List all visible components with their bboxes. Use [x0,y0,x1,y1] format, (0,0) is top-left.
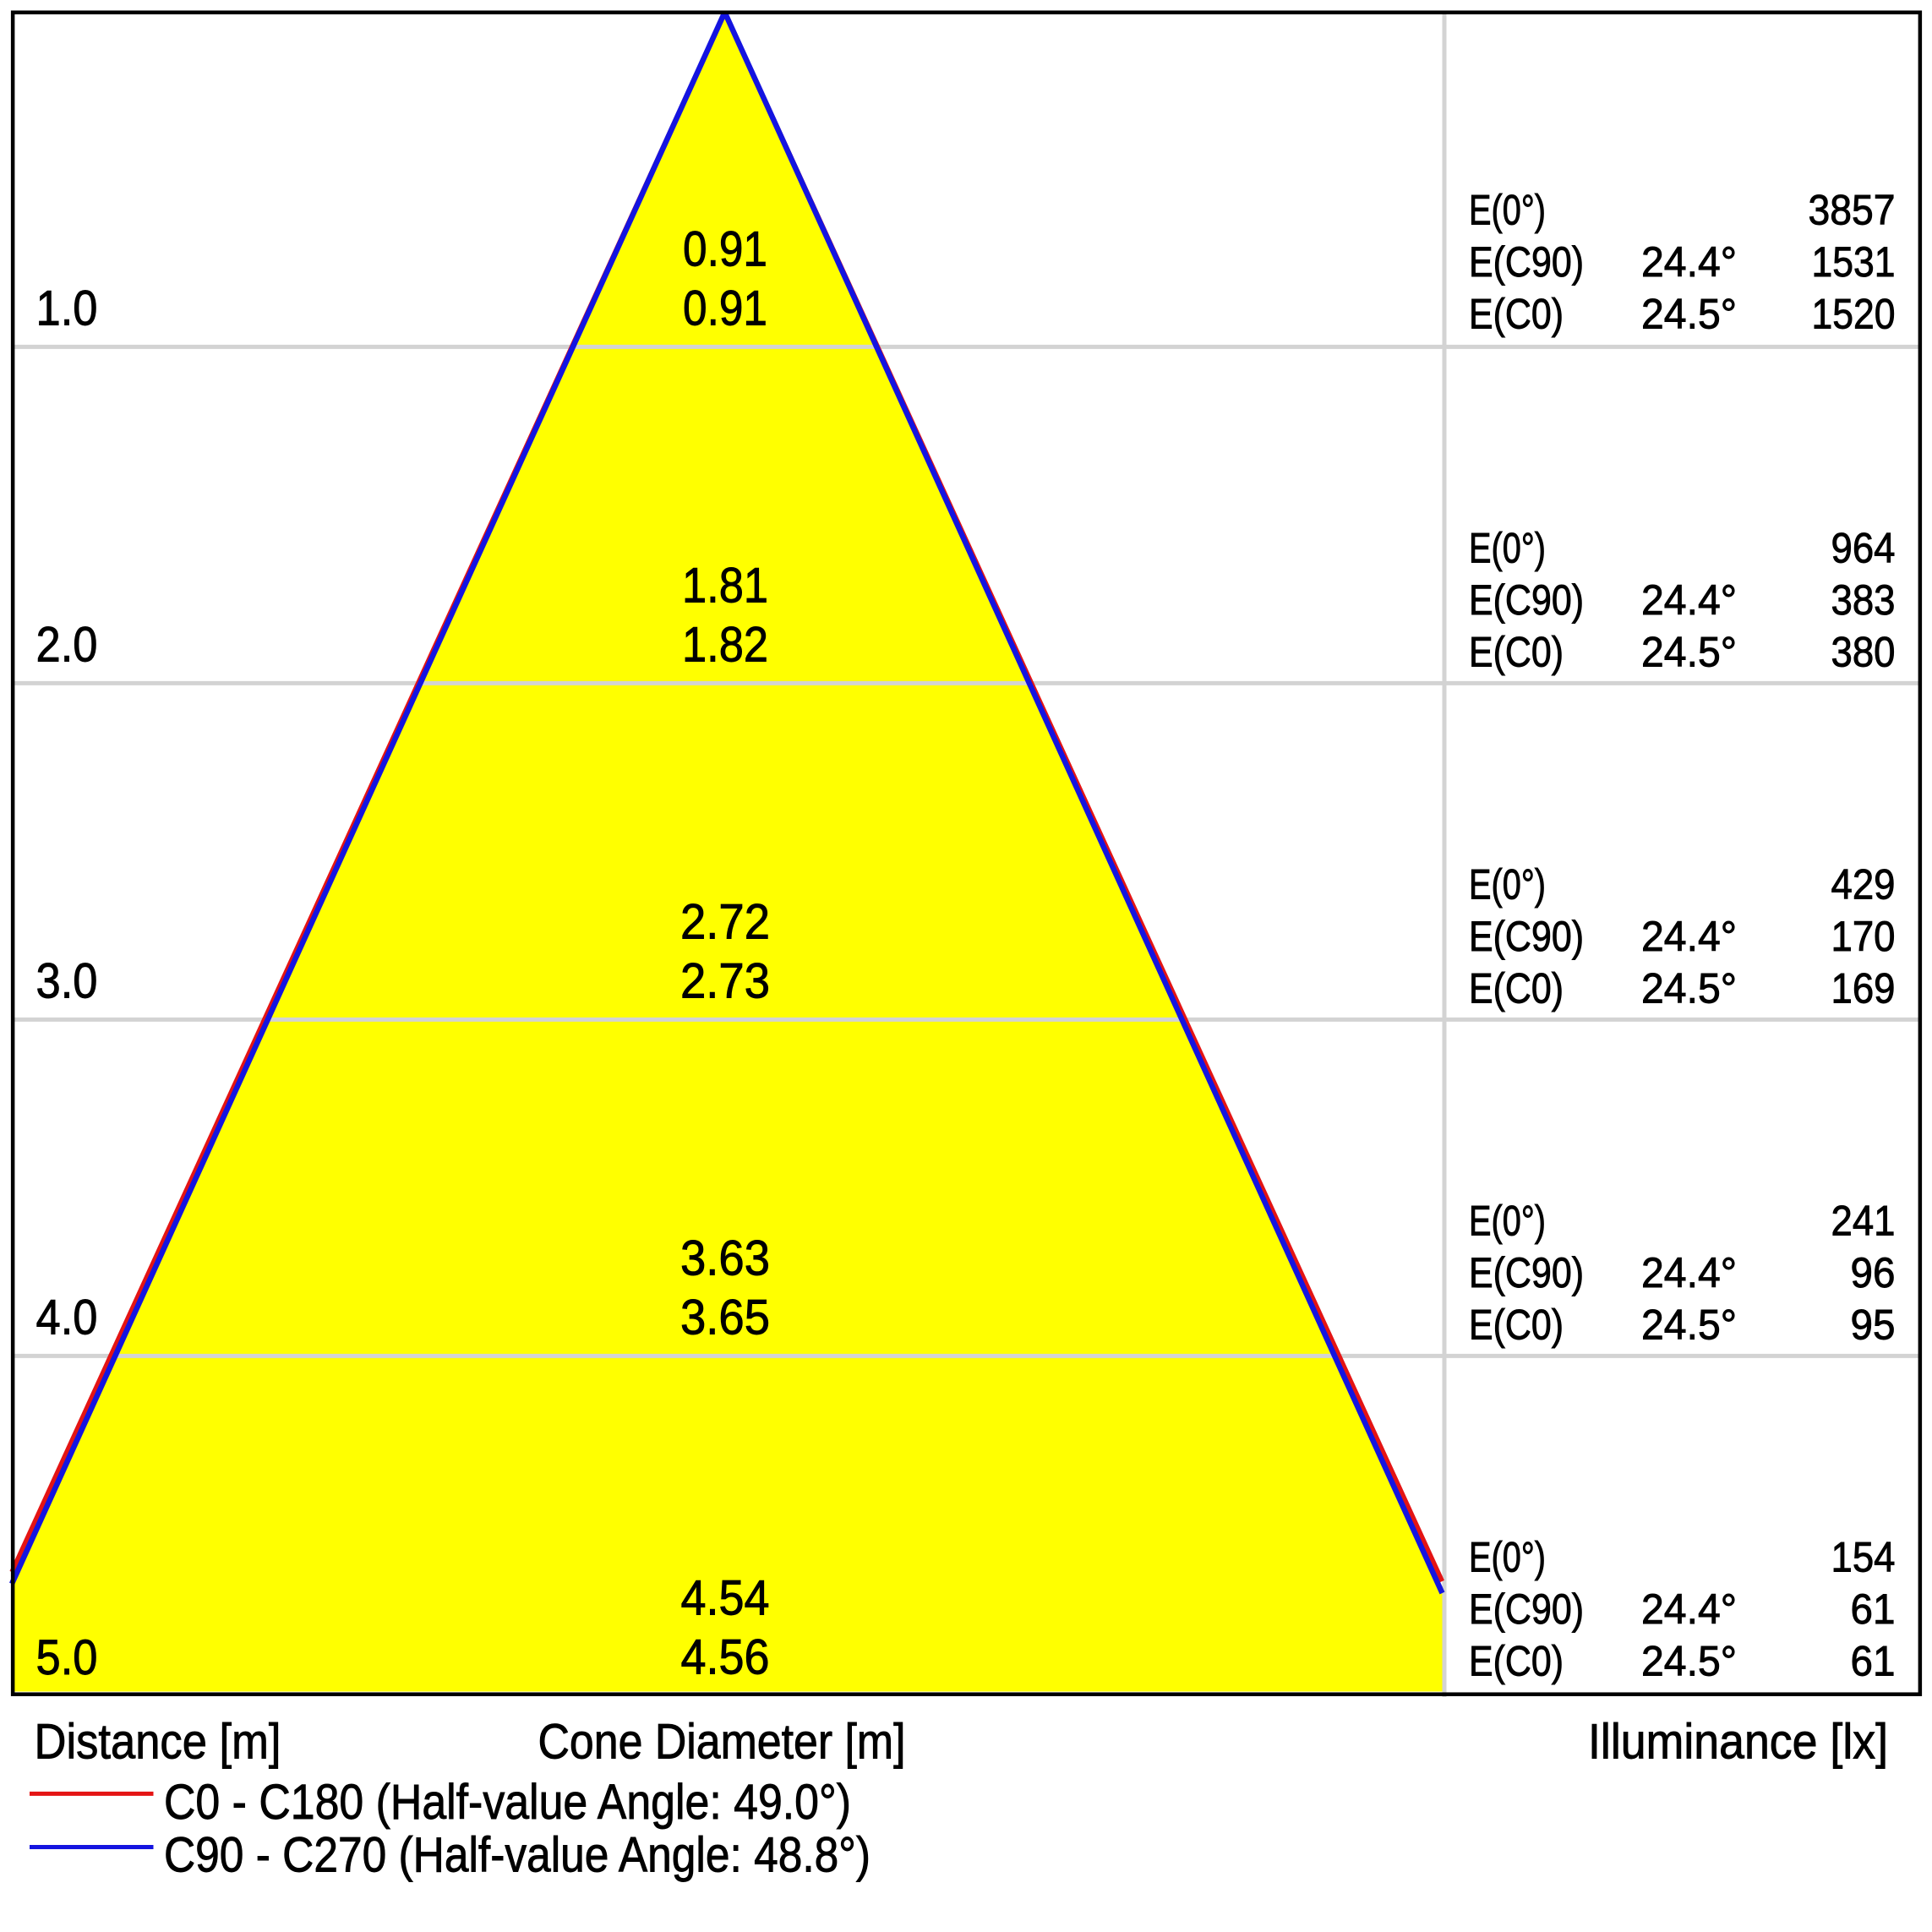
svg-text:964: 964 [1831,524,1896,571]
svg-text:3.63: 3.63 [680,1231,770,1285]
svg-text:24.4°: 24.4° [1641,576,1737,624]
svg-text:24.5°: 24.5° [1641,1301,1737,1348]
svg-text:4.54: 4.54 [681,1571,770,1626]
svg-text:154: 154 [1831,1533,1896,1580]
svg-text:24.5°: 24.5° [1641,290,1737,337]
svg-text:24.5°: 24.5° [1641,964,1737,1012]
svg-text:169: 169 [1831,964,1896,1012]
svg-text:E(C90): E(C90) [1469,576,1584,624]
svg-text:3.0: 3.0 [36,953,98,1008]
svg-text:95: 95 [1851,1301,1896,1348]
svg-text:24.5°: 24.5° [1641,628,1737,675]
svg-text:E(C0): E(C0) [1469,1301,1564,1348]
svg-text:1531: 1531 [1812,238,1896,286]
svg-text:4.0: 4.0 [36,1290,98,1345]
svg-text:Illuminance [lx]: Illuminance [lx] [1588,1715,1888,1770]
svg-text:0.91: 0.91 [683,221,767,276]
svg-text:96: 96 [1851,1249,1896,1296]
svg-text:170: 170 [1831,913,1896,960]
svg-text:E(0°): E(0°) [1469,186,1546,233]
svg-text:2.72: 2.72 [680,894,770,949]
svg-text:61: 61 [1851,1585,1896,1633]
svg-text:Cone Diameter [m]: Cone Diameter [m] [538,1715,906,1770]
svg-text:E(C0): E(C0) [1469,290,1564,337]
svg-text:E(C90): E(C90) [1469,238,1584,286]
svg-text:E(0°): E(0°) [1469,1197,1546,1244]
svg-text:24.4°: 24.4° [1641,913,1737,960]
svg-text:241: 241 [1831,1197,1896,1244]
svg-text:24.4°: 24.4° [1641,238,1737,286]
svg-text:383: 383 [1831,576,1896,624]
svg-text:E(0°): E(0°) [1469,1533,1546,1580]
svg-text:1.81: 1.81 [682,558,768,613]
svg-text:E(C0): E(C0) [1469,628,1564,675]
svg-text:24.4°: 24.4° [1641,1585,1737,1633]
svg-text:Distance [m]: Distance [m] [35,1715,281,1770]
svg-text:E(C90): E(C90) [1469,913,1584,960]
svg-text:E(C90): E(C90) [1469,1585,1584,1633]
svg-text:E(C0): E(C0) [1469,964,1564,1012]
svg-text:24.5°: 24.5° [1641,1637,1737,1684]
svg-text:61: 61 [1851,1637,1896,1684]
svg-text:1520: 1520 [1812,290,1896,337]
svg-text:1.82: 1.82 [682,617,768,672]
svg-text:24.4°: 24.4° [1641,1249,1737,1296]
svg-text:3857: 3857 [1809,186,1896,233]
svg-text:E(C0): E(C0) [1469,1637,1564,1684]
svg-text:2.73: 2.73 [680,953,770,1008]
svg-text:380: 380 [1831,628,1896,675]
svg-text:3.65: 3.65 [680,1290,770,1345]
svg-text:C0 - C180 (Half-value Angle: 4: C0 - C180 (Half-value Angle: 49.0°) [164,1775,851,1830]
svg-text:4.56: 4.56 [681,1630,770,1685]
svg-text:2.0: 2.0 [36,617,98,672]
svg-text:E(0°): E(0°) [1469,524,1546,571]
svg-text:E(C90): E(C90) [1469,1249,1584,1296]
svg-text:0.91: 0.91 [683,281,767,336]
svg-text:1.0: 1.0 [36,281,98,336]
svg-text:5.0: 5.0 [36,1630,98,1685]
svg-text:E(0°): E(0°) [1469,860,1546,908]
svg-text:C90 - C270 (Half-value Angle:: C90 - C270 (Half-value Angle: 48.8°) [164,1827,870,1882]
svg-text:429: 429 [1831,860,1896,908]
